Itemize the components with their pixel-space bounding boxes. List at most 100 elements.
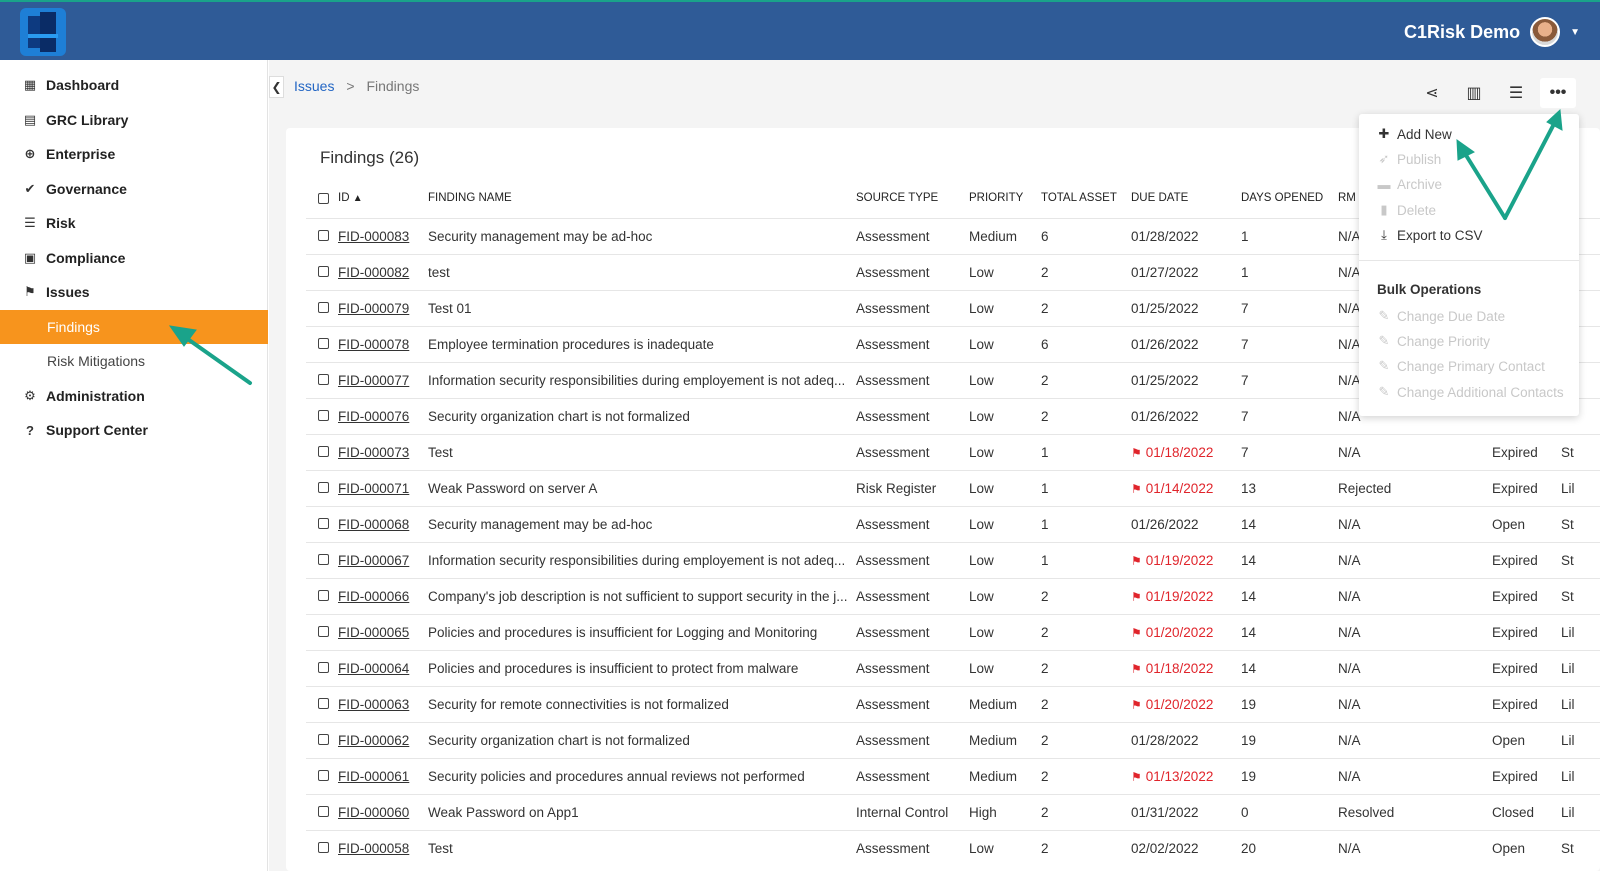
breadcrumb-issues-link[interactable]: Issues <box>294 78 335 94</box>
menu-item-add-new[interactable]: ✚ Add New <box>1378 126 1452 142</box>
table-row[interactable]: FID-000062 Security organization chart is… <box>306 722 1600 758</box>
sidebar-item-enterprise[interactable]: ⊕ Enterprise <box>0 137 268 171</box>
table-row[interactable]: FID-000060 Weak Password on App1 Internal … <box>306 794 1600 830</box>
cell-extra: St <box>1561 841 1574 856</box>
cell-id[interactable]: FID-000058 <box>338 841 410 856</box>
archive-icon: ▬ <box>1377 177 1391 192</box>
cell-source-type: Assessment <box>856 301 930 316</box>
cell-id[interactable]: FID-000071 <box>338 481 410 496</box>
cell-id[interactable]: FID-000064 <box>338 661 410 676</box>
menu-item-change-additional-contacts[interactable]: ✎ Change Additional Contacts <box>1378 384 1564 400</box>
row-checkbox[interactable] <box>318 338 329 349</box>
filter-button[interactable]: ☰ <box>1498 78 1534 108</box>
row-checkbox[interactable] <box>318 806 329 817</box>
table-row[interactable]: FID-000073 Test Assessment Low 1 ⚑ 01/18/2022 7… <box>306 434 1600 470</box>
table-row[interactable]: FID-000078 Employee termination procedure… <box>306 326 1600 362</box>
menu-item-archive[interactable]: ▬ Archive <box>1377 177 1443 192</box>
cell-id[interactable]: FID-000078 <box>338 337 410 352</box>
row-checkbox[interactable] <box>318 374 329 385</box>
cell-id[interactable]: FID-000079 <box>338 301 410 316</box>
share-button[interactable]: ⋖ <box>1414 78 1450 108</box>
row-checkbox[interactable] <box>318 698 329 709</box>
cell-days-opened: 14 <box>1241 589 1257 604</box>
cell-id[interactable]: FID-000066 <box>338 589 410 604</box>
columns-button[interactable]: ▥ <box>1456 78 1492 108</box>
column-header-total-asset[interactable]: TOTAL ASSET <box>1041 192 1117 204</box>
column-header-id[interactable]: ID ▲ <box>338 192 363 204</box>
cell-id[interactable]: FID-000082 <box>338 265 410 280</box>
sidebar-item-governance[interactable]: ✔ Governance <box>0 172 268 206</box>
table-row[interactable]: FID-000064 Policies and procedures is ins… <box>306 650 1600 686</box>
column-header-due-date[interactable]: DUE DATE <box>1131 192 1189 204</box>
sidebar-item-findings[interactable]: Findings <box>0 310 268 344</box>
sidebar-item-dashboard[interactable]: ▦ Dashboard <box>23 77 120 93</box>
menu-item-change-priority[interactable]: ✎ Change Priority <box>1378 333 1491 349</box>
menu-item-export-csv[interactable]: ⤓ Export to CSV <box>1377 227 1482 243</box>
table-row[interactable]: FID-000076 Security organization chart is… <box>306 398 1600 434</box>
cell-id[interactable]: FID-000073 <box>338 445 410 460</box>
row-checkbox[interactable] <box>318 446 329 457</box>
table-row[interactable]: FID-000082 test Assessment Low 2 01/27/2022 1 N… <box>306 254 1600 290</box>
cell-id[interactable]: FID-000067 <box>338 553 410 568</box>
table-row[interactable]: FID-000071 Weak Password on server A Risk … <box>306 470 1600 506</box>
cell-id[interactable]: FID-000063 <box>338 697 410 712</box>
sidebar-item-compliance[interactable]: ▣ Compliance <box>23 250 126 266</box>
column-header-priority[interactable]: PRIORITY <box>969 192 1024 204</box>
menu-item-change-primary-contact[interactable]: ✎ Change Primary Contact <box>1378 358 1545 374</box>
cell-id[interactable]: FID-000068 <box>338 517 410 532</box>
row-checkbox[interactable] <box>318 266 329 277</box>
cell-finding-name: Company's job description is not suffici… <box>428 589 848 604</box>
cell-id[interactable]: FID-000083 <box>338 229 410 244</box>
cell-id[interactable]: FID-000062 <box>338 733 410 748</box>
row-checkbox[interactable] <box>318 626 329 637</box>
c1risk-logo[interactable] <box>20 8 66 56</box>
menu-item-change-due-date[interactable]: ✎ Change Due Date <box>1378 308 1506 324</box>
clipboard-check-icon: ▣ <box>23 250 37 265</box>
table-row[interactable]: FID-000083 Security management may be ad-… <box>306 218 1600 254</box>
table-row[interactable]: FID-000067 Information security responsib… <box>306 542 1600 578</box>
table-row[interactable]: FID-000068 Security management may be ad-… <box>306 506 1600 542</box>
row-checkbox[interactable] <box>318 518 329 529</box>
more-actions-button[interactable]: ••• <box>1540 78 1576 108</box>
row-checkbox[interactable] <box>318 410 329 421</box>
row-checkbox[interactable] <box>318 590 329 601</box>
column-header-days-opened[interactable]: DAYS OPENED <box>1241 192 1324 204</box>
user-menu[interactable]: C1Risk Demo ▼ <box>1404 12 1580 52</box>
column-header-finding-name[interactable]: FINDING NAME <box>428 192 512 204</box>
select-all-checkbox[interactable] <box>318 193 329 204</box>
table-row[interactable]: FID-000066 Company's job description is n… <box>306 578 1600 614</box>
row-checkbox[interactable] <box>318 662 329 673</box>
cell-id[interactable]: FID-000076 <box>338 409 410 424</box>
table-row[interactable]: FID-000061 Security policies and procedur… <box>306 758 1600 794</box>
cell-priority: Low <box>969 553 994 568</box>
table-row[interactable]: FID-000077 Information security responsib… <box>306 362 1600 398</box>
row-checkbox[interactable] <box>318 230 329 241</box>
row-checkbox[interactable] <box>318 734 329 745</box>
menu-item-delete[interactable]: ▮ Delete <box>1377 202 1436 218</box>
row-checkbox[interactable] <box>318 770 329 781</box>
cell-extra: Lil <box>1561 661 1575 676</box>
row-checkbox[interactable] <box>318 842 329 853</box>
cell-status: Expired <box>1492 661 1538 676</box>
sidebar-item-risk[interactable]: ☰ Risk <box>0 206 268 240</box>
cell-id[interactable]: FID-000061 <box>338 769 410 784</box>
menu-item-publish[interactable]: ➶ Publish <box>1378 151 1442 167</box>
column-header-source-type[interactable]: SOURCE TYPE <box>856 192 939 204</box>
table-row[interactable]: FID-000065 Policies and procedures is ins… <box>306 614 1600 650</box>
sidebar-item-support-center[interactable]: ? Support Center <box>0 413 268 447</box>
sidebar-item-grc-library[interactable]: ▤ GRC Library <box>23 112 129 128</box>
sidebar-item-administration[interactable]: ⚙ Administration <box>0 379 268 413</box>
sidebar-collapse-chevron-icon[interactable]: ❮ <box>269 76 284 98</box>
cell-id[interactable]: FID-000065 <box>338 625 410 640</box>
table-row[interactable]: FID-000079 Test 01 Assessment Low 2 01/25/202… <box>306 290 1600 326</box>
row-checkbox[interactable] <box>318 482 329 493</box>
sidebar-item-issues[interactable]: ⚑ Issues <box>0 275 268 309</box>
table-row[interactable]: FID-000058 Test Assessment Low 2 02/02/2022 20… <box>306 830 1600 866</box>
cell-id[interactable]: FID-000060 <box>338 805 410 820</box>
cell-due-date: ⚑ 01/19/2022 <box>1131 553 1214 568</box>
row-checkbox[interactable] <box>318 554 329 565</box>
row-checkbox[interactable] <box>318 302 329 313</box>
sidebar-item-risk-mitigations[interactable]: Risk Mitigations <box>47 353 146 369</box>
cell-id[interactable]: FID-000077 <box>338 373 410 388</box>
table-row[interactable]: FID-000063 Security for remote connectivi… <box>306 686 1600 722</box>
